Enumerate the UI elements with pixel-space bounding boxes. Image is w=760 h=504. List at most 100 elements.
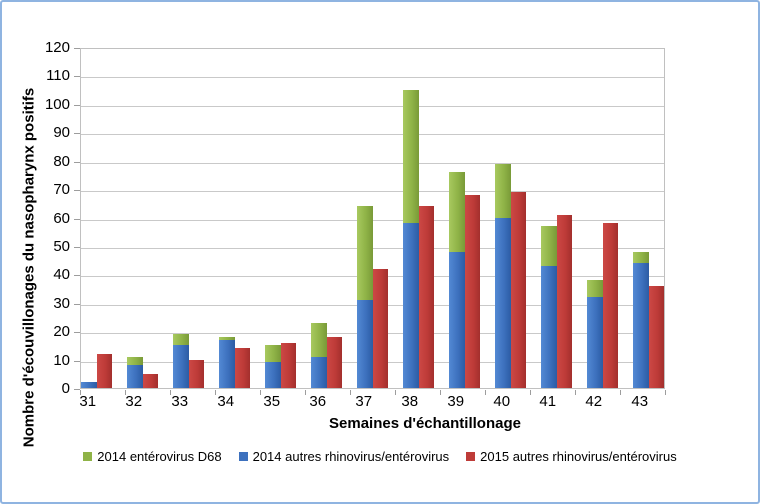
bar-2015-autres-rhinovirus: [602, 223, 618, 388]
y-tick-label: 60: [53, 209, 70, 227]
y-tick-mark: [74, 218, 80, 220]
x-tick-mark: [215, 390, 216, 395]
bar-2014-autres-rhinovirus: [81, 382, 97, 388]
y-tick-mark: [74, 246, 80, 248]
legend-label: 2015 autres rhinovirus/entérovirus: [480, 449, 677, 464]
x-axis-title: Semaines d'échantillonage: [329, 415, 521, 432]
legend-item-2014-enterovirus-d68: 2014 entérovirus D68: [83, 449, 222, 464]
legend: 2014 entérovirus D68 2014 autres rhinovi…: [2, 449, 758, 464]
gridline: [81, 219, 664, 221]
x-tick-mark: [575, 390, 576, 395]
x-tick-mark: [170, 390, 171, 395]
y-tick-label: 80: [53, 152, 70, 170]
x-tick-label: 40: [493, 393, 511, 410]
bar-2014-enterovirus-d68: [265, 345, 281, 363]
bar-2015-autres-rhinovirus: [418, 206, 434, 388]
bar-2014-enterovirus-d68: [587, 280, 603, 298]
y-tick-mark: [74, 360, 80, 362]
x-tick-label: 34: [217, 393, 235, 410]
bar-2015-autres-rhinovirus: [326, 336, 342, 388]
gridline: [81, 105, 664, 107]
x-tick-label: 38: [401, 393, 419, 410]
y-tick-mark: [74, 332, 80, 334]
gridline: [81, 77, 664, 79]
gridline: [81, 247, 664, 249]
y-tick-mark: [74, 389, 80, 390]
x-tick-label: 42: [585, 393, 603, 410]
x-tick-mark: [485, 390, 486, 395]
bar-2015-autres-rhinovirus: [188, 359, 204, 388]
bar-2015-autres-rhinovirus: [234, 348, 250, 388]
bar-2014-autres-rhinovirus: [219, 339, 235, 388]
y-tick-mark: [74, 275, 80, 277]
bar-2014-autres-rhinovirus: [173, 345, 189, 388]
x-tick-label: 37: [355, 393, 373, 410]
bar-2014-enterovirus-d68: [311, 322, 327, 357]
bar-2014-autres-rhinovirus: [587, 297, 603, 388]
bar-2014-enterovirus-d68: [449, 172, 465, 252]
bar-2014-autres-rhinovirus: [311, 356, 327, 388]
bar-2015-autres-rhinovirus: [96, 353, 112, 388]
legend-swatch-red: [466, 452, 476, 461]
bar-2015-autres-rhinovirus: [142, 373, 158, 388]
legend-item-2015-autres-rhinovirus: 2015 autres rhinovirus/entérovirus: [466, 449, 677, 464]
y-tick-label: 100: [44, 95, 70, 113]
bar-2014-autres-rhinovirus: [633, 262, 649, 388]
y-tick-label: 0: [61, 380, 70, 397]
x-tick-label: 41: [539, 393, 557, 410]
bar-2015-autres-rhinovirus: [372, 268, 388, 388]
bar-2014-enterovirus-d68: [173, 334, 189, 346]
legend-swatch-blue: [238, 452, 248, 461]
gridline: [81, 134, 664, 136]
bar-2015-autres-rhinovirus: [556, 214, 572, 388]
x-tick-label: 32: [125, 393, 143, 410]
y-tick-label: 30: [53, 294, 70, 312]
x-tick-mark: [620, 390, 621, 395]
gridline: [81, 162, 664, 164]
y-tick-mark: [74, 303, 80, 305]
bar-2014-enterovirus-d68: [357, 206, 373, 300]
legend-label: 2014 autres rhinovirus/entérovirus: [252, 449, 450, 464]
y-tick-label: 120: [44, 39, 70, 56]
bar-2015-autres-rhinovirus: [464, 194, 480, 388]
y-tick-mark: [74, 190, 80, 192]
y-tick-mark: [74, 76, 80, 78]
bar-2014-enterovirus-d68: [495, 163, 511, 218]
x-tick-mark: [260, 390, 261, 395]
bar-2014-autres-rhinovirus: [541, 265, 557, 388]
x-tick-label: 31: [79, 393, 97, 410]
gridline: [81, 191, 664, 193]
legend-item-2014-autres-rhinovirus: 2014 autres rhinovirus/entérovirus: [238, 449, 450, 464]
bar-2014-enterovirus-d68: [633, 251, 649, 263]
y-tick-label: 20: [53, 323, 70, 341]
y-tick-label: 90: [53, 124, 70, 142]
x-tick-label: 33: [171, 393, 189, 410]
bar-2014-autres-rhinovirus: [403, 223, 419, 388]
bar-2014-autres-rhinovirus: [495, 217, 511, 388]
bar-2014-autres-rhinovirus: [357, 299, 373, 388]
x-tick-mark: [395, 390, 396, 395]
x-tick-mark: [440, 390, 441, 395]
x-tick-label: 43: [631, 393, 649, 410]
y-tick-label: 10: [53, 351, 70, 369]
y-tick-label: 40: [53, 266, 70, 284]
y-tick-label: 50: [53, 237, 70, 255]
bar-2014-autres-rhinovirus: [265, 362, 281, 388]
legend-label: 2014 entérovirus D68: [97, 449, 222, 464]
bar-2014-autres-rhinovirus: [449, 251, 465, 388]
y-tick-mark: [74, 48, 80, 49]
legend-swatch-green: [83, 452, 93, 461]
bar-2014-enterovirus-d68: [541, 226, 557, 266]
bar-2014-enterovirus-d68: [219, 336, 235, 340]
x-tick-label: 36: [309, 393, 327, 410]
x-tick-mark: [530, 390, 531, 395]
bar-2015-autres-rhinovirus: [648, 285, 664, 388]
bar-2014-enterovirus-d68: [403, 89, 419, 224]
y-tick-mark: [74, 104, 80, 106]
x-tick-mark: [665, 390, 666, 395]
x-tick-mark: [80, 390, 81, 395]
x-tick-label: 39: [447, 393, 465, 410]
bar-2014-enterovirus-d68: [127, 356, 143, 366]
bar-2015-autres-rhinovirus: [510, 191, 526, 388]
